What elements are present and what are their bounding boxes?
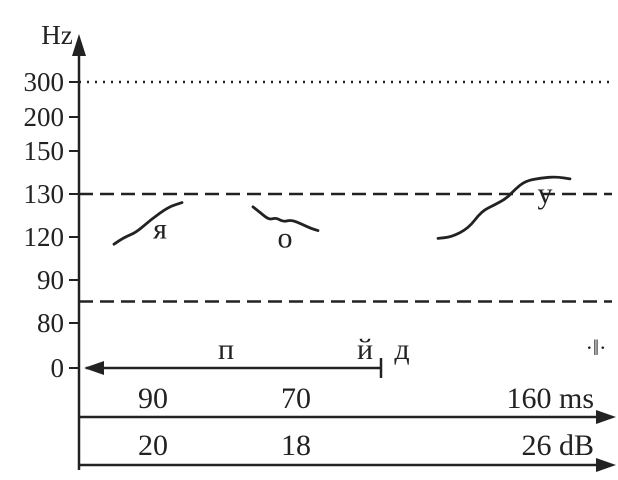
y-axis-unit-label: Hz xyxy=(41,20,72,50)
intensity-value-3: 26 dB xyxy=(521,429,594,462)
y-tick-label-300: 300 xyxy=(24,67,65,97)
intensity-value-1: 20 xyxy=(138,429,168,462)
y-tick-label-90: 90 xyxy=(37,265,64,295)
consonant-label-2: й xyxy=(357,333,373,366)
timeline-arrowhead-1 xyxy=(596,410,616,424)
consonant-label-1: п xyxy=(218,333,234,366)
y-tick-label-0: 0 xyxy=(51,353,65,383)
labels-layer: я о у п й д ·‖· xyxy=(153,177,606,366)
intensity-value-2: 18 xyxy=(281,429,311,462)
reference-lines-layer xyxy=(79,80,612,303)
contour-1 xyxy=(112,201,184,246)
syllable-label-1: я xyxy=(153,212,167,245)
contours-layer xyxy=(112,175,572,246)
y-tick-label-120: 120 xyxy=(24,222,65,252)
syllable-label-2: о xyxy=(278,222,293,255)
timeline-layer: 90 70 160 ms 20 18 26 dB xyxy=(79,358,616,472)
duration-span-arrowhead xyxy=(84,361,104,375)
consonant-label-3: д xyxy=(394,333,409,366)
axes-layer: Hz 300 200 150 130 120 90 80 0 xyxy=(24,20,86,470)
duration-value-3: 160 ms xyxy=(506,382,594,415)
y-tick-label-150: 150 xyxy=(24,136,65,166)
duration-value-2: 70 xyxy=(281,382,311,415)
y-tick-label-80: 80 xyxy=(37,308,64,338)
syllable-label-3: у xyxy=(538,177,553,210)
contour-2 xyxy=(251,205,320,232)
duration-value-1: 90 xyxy=(138,382,168,415)
contour-3 xyxy=(436,175,572,240)
pause-mark: ·‖· xyxy=(586,335,607,360)
y-tick-label-200: 200 xyxy=(24,102,65,132)
timeline-arrowhead-2 xyxy=(596,458,616,472)
y-axis-arrowhead xyxy=(72,34,86,56)
y-tick-label-130: 130 xyxy=(24,179,65,209)
